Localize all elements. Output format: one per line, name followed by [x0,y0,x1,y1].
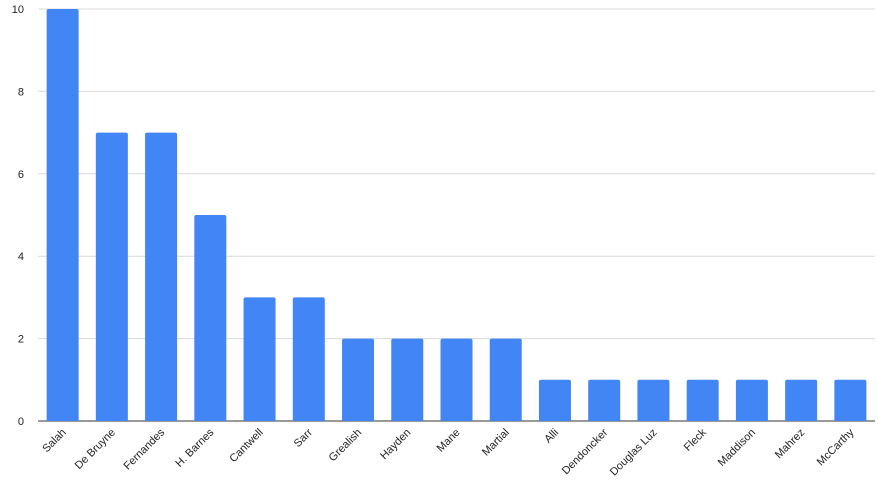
x-tick-label: Salah [40,427,68,455]
x-tick-label: Mahrez [773,427,807,461]
bar [46,9,79,421]
bar [637,379,670,421]
bar [686,379,719,421]
bar [342,338,375,421]
x-tick-label: McCarthy [815,426,857,468]
bar [834,379,867,421]
bar [243,297,276,421]
x-tick-label: Fernandes [122,426,168,472]
y-tick-label: 4 [18,251,24,263]
x-tick-label: H. Barnes [173,426,216,469]
bar [145,132,178,421]
y-tick-label: 0 [18,416,24,428]
y-tick-label: 6 [18,169,24,181]
bar [588,379,621,421]
bar [440,338,473,421]
bar [735,379,768,421]
x-tick-label: Douglas Luz [608,427,660,479]
bar [391,338,424,421]
x-tick-label: Mane [435,427,463,455]
x-tick-label: Maddison [716,427,758,469]
x-tick-label: Alli [542,427,561,446]
bar [95,132,128,421]
x-tick-label: Sarr [292,426,315,449]
bar [292,297,325,421]
x-tick-label: Martial [480,427,512,459]
bar [194,215,227,421]
bar [785,379,818,421]
y-tick-label: 8 [18,86,24,98]
x-tick-label: Cantwell [227,427,265,465]
x-tick-label: Hayden [378,427,413,462]
y-tick-label: 2 [18,334,24,346]
x-tick-label: Grealish [327,427,364,464]
x-tick-label: De Bruyne [73,427,118,472]
x-tick-label: Dendoncker [560,426,611,477]
y-tick-label: 10 [12,4,24,16]
bar [538,379,571,421]
bar [489,338,522,421]
x-tick-label: Fleck [682,426,709,453]
